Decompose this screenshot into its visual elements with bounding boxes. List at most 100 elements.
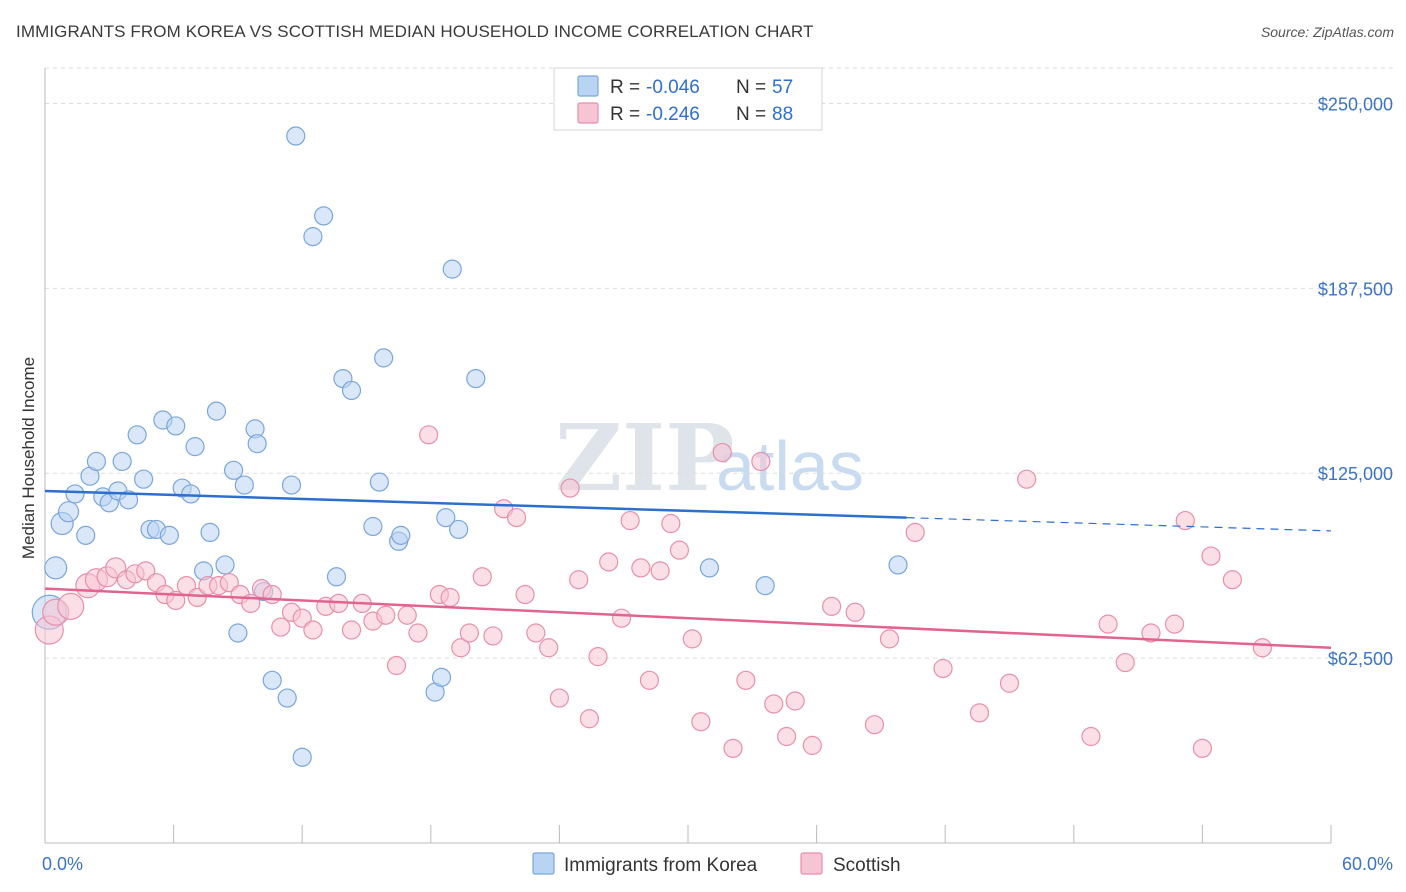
blue-point-14	[133, 469, 154, 489]
blue-trend-line	[44, 489, 907, 519]
pink-point-37	[440, 587, 460, 608]
legend-n-label-1: N =	[736, 77, 766, 98]
bottom-legend: Immigrants from Korea Scottish	[532, 852, 901, 876]
pink-point-53	[611, 608, 632, 628]
pink-point-45	[526, 623, 546, 643]
pink-point-67	[776, 726, 797, 747]
pink-point-74	[905, 522, 925, 543]
blue-point-56	[888, 555, 908, 575]
pink-point-24	[292, 608, 312, 628]
pink-point-80	[1098, 614, 1118, 634]
pink-point-58	[661, 513, 681, 534]
pink-point-56	[639, 670, 660, 690]
watermark-atlas: atlas	[716, 427, 864, 505]
pink-point-73	[879, 629, 900, 649]
series-layer	[31, 126, 1332, 767]
blue-point-40	[326, 567, 347, 587]
pink-point-50	[579, 709, 600, 729]
legend-r-value-1: -0.046	[646, 77, 700, 98]
x-tick-labels: 0.0% 60.0%	[42, 854, 1393, 874]
y-tick-label-3: $250,000	[1318, 94, 1393, 114]
blue-point-27	[224, 460, 244, 480]
source-note: Source: ZipAtlas.com	[1260, 24, 1394, 40]
blue-point-4	[65, 484, 85, 504]
pink-point-76	[969, 703, 990, 723]
blue-point-29	[234, 475, 254, 495]
pink-point-21	[262, 584, 282, 605]
y-tick-label-1: $125,000	[1318, 464, 1393, 484]
blue-point-49	[431, 667, 452, 687]
blue-point-19	[166, 416, 186, 436]
pink-point-31	[376, 605, 396, 625]
chart-title: IMMIGRANTS FROM KOREA VS SCOTTISH MEDIAN…	[16, 22, 814, 41]
blue-point-34	[277, 688, 297, 708]
blue-point-3	[57, 501, 80, 523]
pink-point-79	[1081, 726, 1101, 747]
watermark: ZIP atlas	[555, 404, 864, 512]
axes	[44, 68, 1332, 844]
pink-point-70	[822, 596, 842, 616]
pink-point-55	[631, 558, 651, 578]
pink-point-63	[723, 738, 743, 758]
pink-point-83	[1164, 614, 1185, 634]
blue-point-12	[118, 490, 139, 510]
y-tick-labels: $62,500 $125,000 $187,500 $250,000	[1318, 94, 1393, 669]
pink-point-87	[1222, 570, 1243, 590]
blue-point-50	[436, 508, 456, 528]
blue-point-43	[363, 516, 383, 537]
watermark-zip: ZIP	[555, 404, 734, 512]
legend-r-label-1: R =	[610, 77, 640, 98]
legend-n-value-1: 57	[772, 77, 793, 98]
pink-point-78	[1017, 469, 1037, 489]
legend-swatch-pink	[577, 102, 599, 124]
pink-point-51	[588, 647, 608, 667]
pink-point-72	[864, 715, 885, 735]
blue-point-51	[442, 259, 462, 279]
pink-point-34	[408, 623, 428, 643]
pink-point-49	[569, 570, 589, 590]
pink-point-68	[785, 691, 805, 711]
pink-point-33	[397, 605, 417, 625]
pink-point-28	[341, 620, 362, 640]
blue-point-28	[228, 623, 248, 643]
pink-point-17	[219, 573, 239, 593]
blue-point-35	[281, 475, 302, 495]
legend-r-value-2: -0.246	[646, 104, 700, 125]
blue-point-52	[449, 519, 469, 540]
y-axis-label: Median Household Income	[19, 357, 38, 559]
pink-point-22	[271, 617, 291, 637]
blue-point-7	[86, 451, 107, 472]
pink-point-48	[560, 478, 580, 498]
pink-point-88	[1252, 638, 1273, 658]
blue-point-36	[286, 126, 306, 146]
blue-point-44	[369, 472, 389, 492]
pink-point-32	[386, 655, 407, 676]
legend-box	[553, 67, 823, 131]
pink-trend-line	[44, 587, 1332, 650]
legend-r-label-2: R =	[610, 104, 640, 125]
pink-point-77	[999, 673, 1020, 693]
pink-point-84	[1175, 510, 1195, 531]
pink-point-71	[845, 602, 865, 622]
pink-point-52	[599, 552, 619, 572]
x-tick-label-max: 60.0%	[1342, 854, 1393, 874]
blue-trend-extension	[906, 517, 1332, 532]
blue-point-11	[112, 451, 132, 472]
y-tick-label-0: $62,500	[1328, 649, 1393, 669]
pink-point-62	[712, 442, 732, 463]
blue-point-45	[374, 348, 394, 368]
grid-lines	[45, 67, 1395, 659]
legend-n-value-2: 88	[772, 104, 793, 125]
blue-point-22	[185, 437, 205, 457]
legend-n-label-2: N =	[736, 104, 766, 125]
pink-point-39	[459, 623, 479, 643]
blue-point-25	[206, 401, 227, 421]
pink-point-9	[136, 561, 156, 581]
bottom-legend-swatch-scottish	[800, 852, 823, 875]
legend: R = -0.046 N = 57 R = -0.246 N = 88	[553, 67, 823, 131]
blue-point-53	[466, 368, 486, 389]
pink-point-2	[57, 592, 85, 620]
pink-point-75	[933, 658, 953, 679]
pink-point-60	[682, 629, 702, 649]
pink-point-43	[506, 508, 527, 528]
